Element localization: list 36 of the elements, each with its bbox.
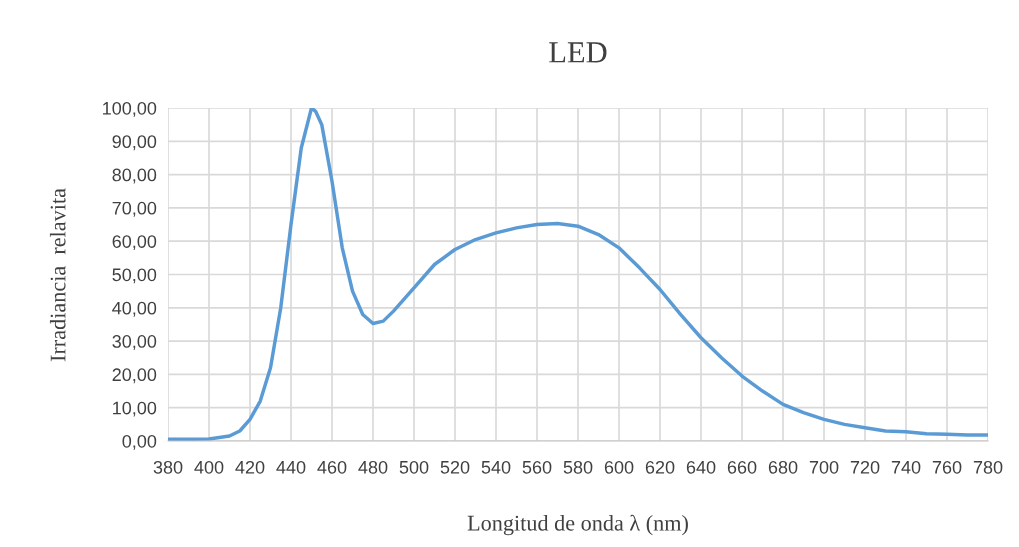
x-tick-label: 480	[358, 460, 388, 474]
x-tick-label: 580	[563, 460, 593, 474]
x-tick-label: 680	[768, 460, 798, 474]
line-series	[168, 108, 988, 441]
x-tick-label: 420	[235, 460, 265, 474]
x-tick-label: 640	[686, 460, 716, 474]
y-tick-label: 70,00	[112, 201, 157, 217]
x-tick-label: 540	[481, 460, 511, 474]
x-tick-label: 600	[604, 460, 634, 474]
y-tick-label: 80,00	[112, 168, 157, 184]
x-tick-label: 380	[153, 460, 183, 474]
x-axis-title: Longitud de onda λ (nm)	[467, 514, 688, 536]
x-tick-label: 700	[809, 460, 839, 474]
y-tick-label: 60,00	[112, 235, 157, 251]
y-tick-label: 40,00	[112, 301, 157, 317]
y-tick-label: 0,00	[122, 434, 157, 450]
y-tick-label: 50,00	[112, 268, 157, 284]
x-tick-label: 400	[194, 460, 224, 474]
x-tick-label: 520	[440, 460, 470, 474]
y-tick-label: 90,00	[112, 135, 157, 151]
x-tick-label: 620	[645, 460, 675, 474]
y-axis-title: Irradiancia relavita	[49, 188, 66, 362]
y-tick-label: 10,00	[113, 401, 157, 417]
x-tick-label: 500	[399, 460, 429, 474]
x-tick-label: 780	[973, 460, 1003, 474]
x-tick-label: 720	[850, 460, 880, 474]
y-tick-label: 30,00	[112, 335, 157, 350]
x-tick-label: 560	[522, 460, 552, 474]
chart-title: LED	[549, 42, 607, 63]
y-tick-label: 100,00	[103, 101, 157, 117]
x-tick-label: 760	[932, 460, 962, 474]
x-tick-label: 440	[276, 460, 306, 474]
x-tick-label: 660	[727, 460, 757, 474]
x-tick-label: 460	[317, 460, 347, 474]
y-tick-label: 20,00	[112, 368, 157, 384]
x-tick-label: 740	[891, 460, 921, 474]
